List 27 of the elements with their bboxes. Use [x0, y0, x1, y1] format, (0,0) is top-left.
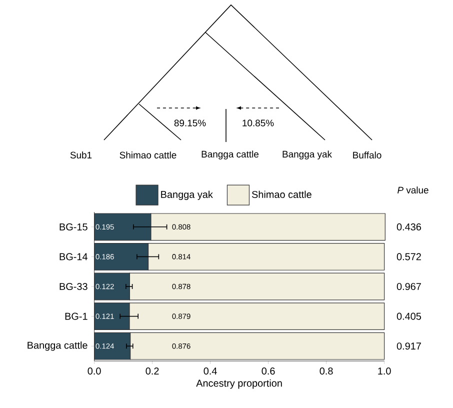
- y-tick-label: BG-1: [65, 312, 88, 320]
- text: 0.967: [396, 282, 421, 290]
- y-tick-label: Bangga cattle: [28, 341, 88, 351]
- text: 89.15%: [174, 120, 206, 126]
- x-tick-label: 0.6: [262, 368, 275, 375]
- x-tick-label: 0.8: [320, 368, 333, 375]
- text: Bangga cattle: [202, 150, 259, 160]
- text: Shimao cattle: [120, 152, 176, 158]
- y-tick-label: BG-15: [60, 223, 88, 230]
- text: 0.436: [396, 223, 422, 230]
- x-tick-label: 0.4: [204, 368, 217, 375]
- x-tick-label: 1.0: [378, 368, 391, 375]
- text: 0.572: [396, 253, 421, 260]
- text: 0.917: [396, 342, 421, 350]
- text: P value: [398, 186, 428, 194]
- x-tick-label: 0.0: [88, 368, 101, 375]
- y-tick-label: BG-14: [60, 253, 88, 260]
- y-tick-label: BG-33: [60, 282, 88, 290]
- legend-label: Shimao cattle: [252, 190, 312, 198]
- text: Bangga yak: [282, 150, 332, 160]
- text: 10.85%: [242, 120, 274, 126]
- legend-label: Bangga yak: [161, 190, 213, 200]
- text: Sub1: [70, 152, 92, 158]
- text: Buffalo: [353, 152, 382, 158]
- text: 0.405: [396, 312, 422, 320]
- x-axis-title: Ancestry proportion: [196, 379, 282, 389]
- x-tick-label: 0.2: [146, 368, 159, 375]
